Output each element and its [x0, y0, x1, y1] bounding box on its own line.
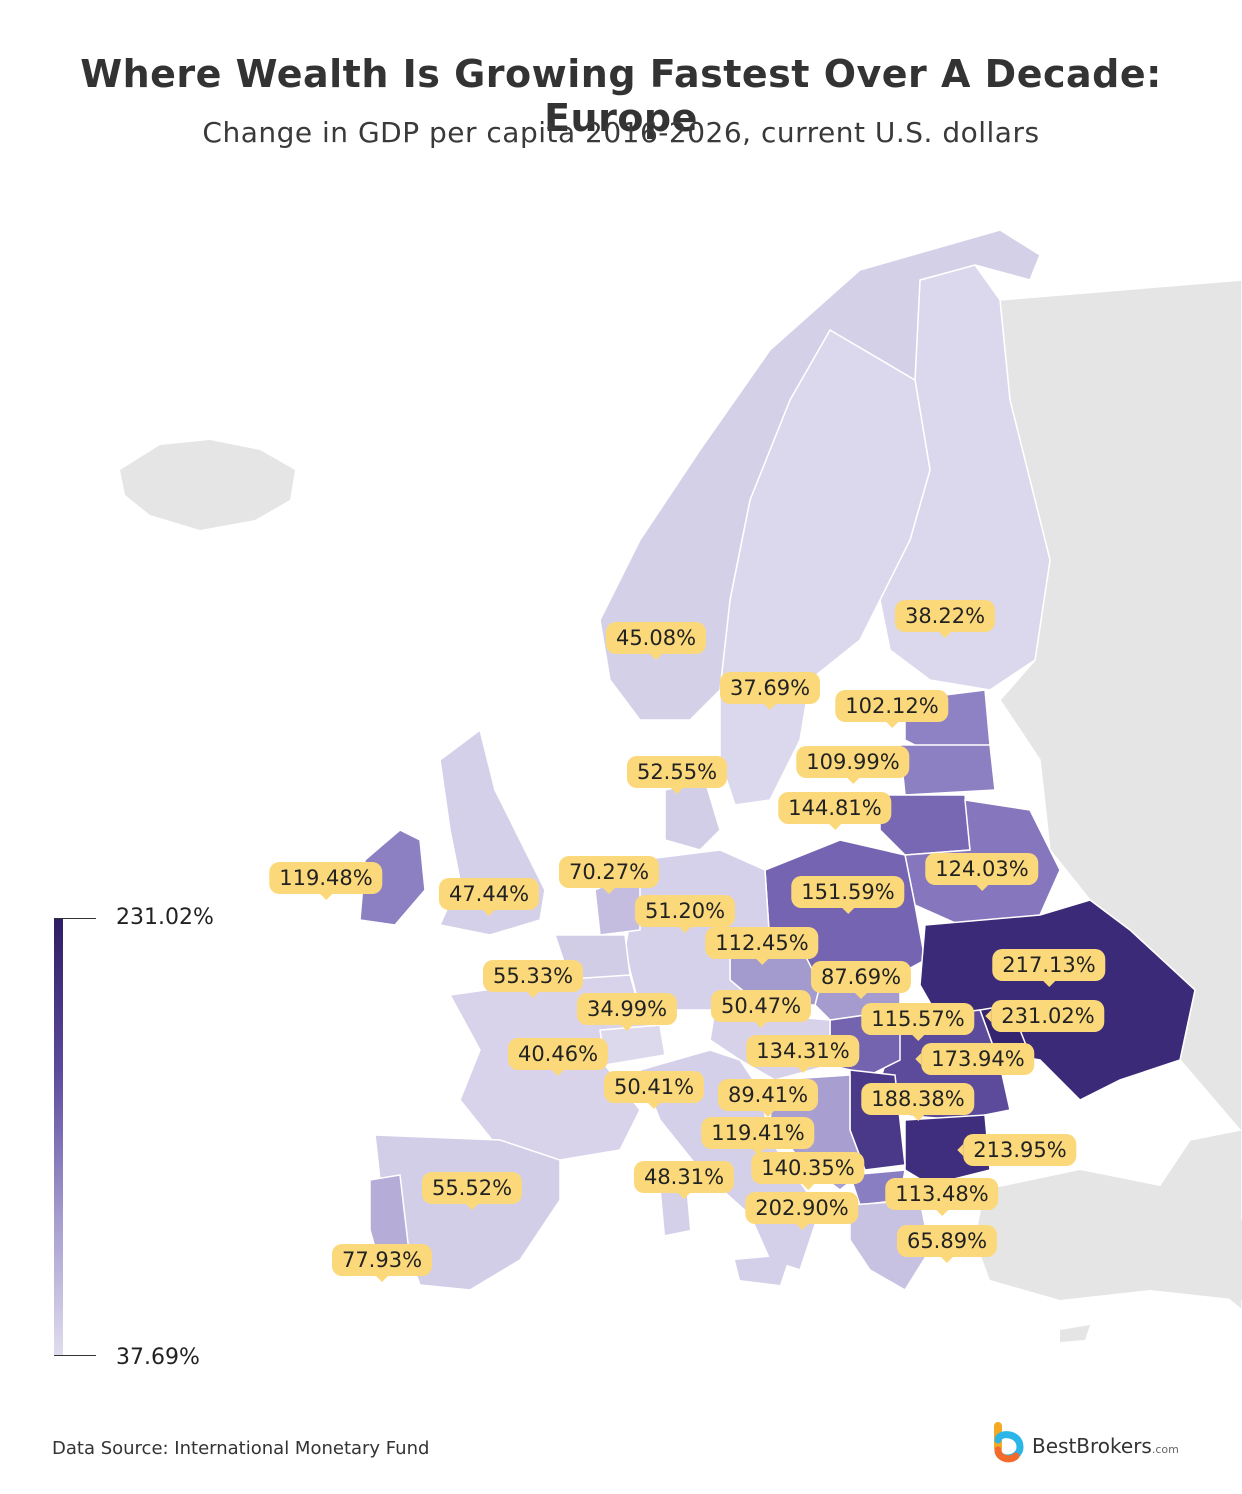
pin-label: 119.41%: [701, 1117, 815, 1155]
pin-label: 47.44%: [438, 878, 540, 916]
pin-label: 77.93%: [331, 1244, 433, 1282]
legend-min-label: 37.69%: [116, 1345, 200, 1370]
legend-max-tick: [54, 918, 96, 919]
region-cyprus: [1060, 1325, 1090, 1342]
region-lithuania: [879, 794, 971, 856]
pin-label: 52.55%: [626, 756, 728, 794]
pin-label: 140.35%: [751, 1152, 865, 1190]
pin-label: 213.95%: [957, 1134, 1077, 1166]
region-switzerland: [599, 1024, 666, 1066]
brand-name: BestBrokers: [1032, 1434, 1152, 1458]
pin-label: 188.38%: [861, 1083, 975, 1121]
pin-label: 50.47%: [710, 990, 812, 1028]
region-norway: [599, 229, 1041, 721]
pin-label: 89.41%: [717, 1079, 819, 1117]
pin-label: 102.12%: [835, 690, 949, 728]
pin-label: 217.13%: [992, 949, 1106, 987]
pin-label: 34.99%: [576, 993, 678, 1031]
color-scale-bar: [54, 918, 63, 1355]
pin-label: 151.59%: [791, 876, 905, 914]
pin-label: 87.69%: [810, 961, 912, 999]
pin-label: 119.48%: [269, 862, 383, 900]
pin-label: 50.41%: [603, 1071, 705, 1109]
pin-label: 45.08%: [605, 622, 707, 660]
pin-label: 38.22%: [894, 600, 996, 638]
region-sicily: [735, 1255, 790, 1285]
brand-logo: BestBrokers.com: [990, 1420, 1179, 1474]
region-latvia: [899, 744, 996, 796]
brand-tld: .com: [1151, 1443, 1179, 1456]
pin-label: 112.45%: [705, 927, 819, 965]
pin-label: 113.48%: [885, 1178, 999, 1216]
pin-label: 144.81%: [778, 792, 892, 830]
pin-label: 37.69%: [719, 672, 821, 710]
data-source: Data Source: International Monetary Fund: [52, 1438, 430, 1459]
pin-label: 40.46%: [507, 1038, 609, 1076]
region-turkey: [975, 1170, 1242, 1300]
region-iceland: [120, 440, 295, 530]
chart-title: Where Wealth Is Growing Fastest Over A D…: [80, 52, 1162, 140]
pin-label: 115.57%: [861, 1003, 975, 1041]
pin-label: 65.89%: [896, 1225, 998, 1263]
pin-label: 134.31%: [746, 1035, 860, 1073]
legend-min-tick: [54, 1355, 96, 1356]
pin-label: 124.03%: [925, 853, 1039, 891]
pin-label: 51.20%: [634, 895, 736, 933]
pin-label: 231.02%: [985, 1000, 1105, 1032]
pin-label: 109.99%: [796, 746, 910, 784]
pin-label: 202.90%: [745, 1192, 859, 1230]
chart-subtitle: Change in GDP per capita 2016-2026, curr…: [202, 116, 1040, 149]
pin-label: 70.27%: [558, 856, 660, 894]
pin-label: 55.33%: [482, 960, 584, 998]
legend-max-label: 231.02%: [116, 905, 214, 930]
pin-label: 173.94%: [915, 1043, 1035, 1075]
pin-label: 55.52%: [421, 1172, 523, 1210]
pin-label: 48.31%: [633, 1161, 735, 1199]
bestbrokers-logo-icon: [994, 1422, 1024, 1463]
region-ireland: [359, 829, 426, 926]
